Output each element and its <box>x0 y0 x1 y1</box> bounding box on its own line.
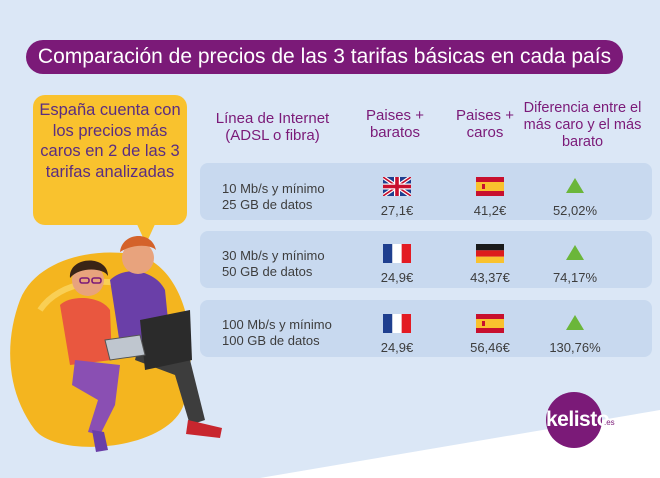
header-plan: Línea de Internet (ADSL o fibra) <box>215 110 330 144</box>
france-flag-icon <box>383 244 411 263</box>
callout-bubble <box>33 95 187 225</box>
france-flag-icon <box>383 314 411 333</box>
header-cheapest: Paises + baratos <box>366 107 424 141</box>
header-most-expensive: Paises + caros <box>456 107 514 141</box>
uk-flag-icon <box>383 177 411 196</box>
price-difference: 130,76% <box>549 340 601 355</box>
price-difference: 74,17% <box>552 270 598 285</box>
header-difference: Diferencia entre el más caro y el más ba… <box>523 100 642 150</box>
plan-description: 10 Mb/s y mínimo 25 GB de datos <box>222 181 352 213</box>
price-difference: 52,02% <box>552 203 598 218</box>
plan-description: 100 Mb/s y mínimo 100 GB de datos <box>222 317 352 349</box>
callout-text: España cuenta con los precios más caros … <box>39 101 181 181</box>
cheapest-price: 24,9€ <box>380 270 414 285</box>
germany-flag-icon <box>476 244 504 263</box>
cheapest-price: 24,9€ <box>380 340 414 355</box>
most-expensive-price: 43,37€ <box>470 270 510 285</box>
most-expensive-price: 41,2€ <box>473 203 507 218</box>
plan-speed: 100 Mb/s y mínimo <box>222 317 332 332</box>
kelisto-logo: kelisto <box>546 392 610 448</box>
plan-data: 100 GB de datos <box>222 333 320 348</box>
up-arrow-icon <box>566 178 584 193</box>
spain-flag-icon <box>476 177 504 196</box>
plan-data: 50 GB de datos <box>222 264 313 279</box>
page-title: Comparación de precios de las 3 tarifas … <box>26 40 623 74</box>
plan-data: 25 GB de datos <box>222 197 313 212</box>
kelisto-logo-suffix: .es <box>604 418 615 427</box>
plan-description: 30 Mb/s y mínimo 50 GB de datos <box>222 248 352 280</box>
up-arrow-icon <box>566 315 584 330</box>
plan-speed: 30 Mb/s y mínimo <box>222 248 325 263</box>
most-expensive-price: 56,46€ <box>470 340 510 355</box>
couple-on-beanbag-illustration <box>10 235 222 452</box>
spain-flag-icon <box>476 314 504 333</box>
cheapest-price: 27,1€ <box>380 203 414 218</box>
plan-speed: 10 Mb/s y mínimo <box>222 181 325 196</box>
up-arrow-icon <box>566 245 584 260</box>
